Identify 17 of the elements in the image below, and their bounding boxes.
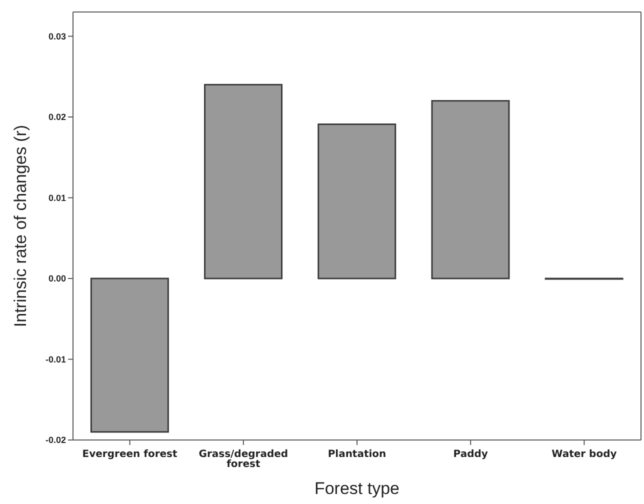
bar <box>90 278 169 433</box>
y-tick-label: 0.00 <box>48 274 66 284</box>
x-axis-title: Forest type <box>314 479 400 498</box>
y-tick-label: 0.01 <box>48 192 66 203</box>
bar <box>431 100 510 280</box>
y-tick-label: -0.02 <box>45 435 66 446</box>
y-tick-label: 0.02 <box>48 112 66 122</box>
y-tick-label: 0.03 <box>48 31 66 42</box>
bar <box>204 84 283 280</box>
x-tick-label: Water body <box>552 449 618 460</box>
x-tick-label: Evergreen forest <box>82 449 178 460</box>
bar <box>318 124 396 280</box>
y-axis-title: Intrinsic rate of changes (r) <box>11 124 30 328</box>
x-tick-label: Paddy <box>453 449 488 460</box>
x-tick-label: Grass/degraded forest <box>198 449 288 470</box>
y-tick-label: -0.01 <box>45 354 66 364</box>
x-tick-label: Plantation <box>328 449 386 460</box>
